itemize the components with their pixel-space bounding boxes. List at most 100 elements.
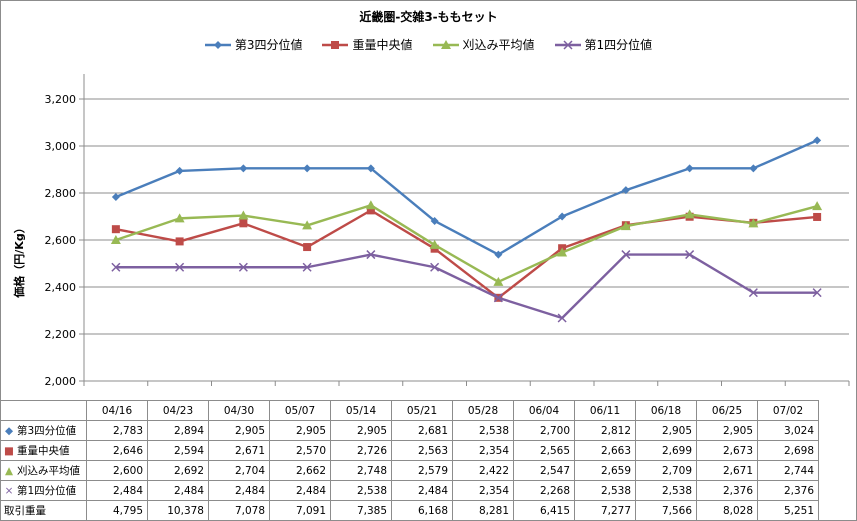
- series-line: [115, 139, 818, 256]
- data-point: [365, 200, 376, 210]
- data-label: 2,894: [147, 420, 209, 441]
- row-label: 取引重量: [0, 500, 87, 521]
- data-label: 2,812: [574, 420, 636, 441]
- legend-swatch: [432, 39, 459, 49]
- table-header-row: 04/16 04/23 04/30 05/07 05/14 05/21 05/28 06/04…: [0, 400, 819, 421]
- data-point: [812, 201, 823, 211]
- data-label: 2,663: [574, 440, 636, 461]
- data-label: 3,024: [757, 420, 819, 441]
- y-tick-label: 2,000: [45, 375, 77, 388]
- legend-item: 第1四分位値: [554, 36, 653, 53]
- y-tick-label: 2,600: [45, 234, 77, 247]
- row-header: ◆ 第3四分位値: [0, 420, 87, 441]
- data-point: [111, 225, 120, 234]
- data-point: [366, 206, 375, 215]
- x-tick-label: 06/11: [574, 400, 636, 421]
- data-label: 7,566: [635, 500, 697, 521]
- data-point: [685, 164, 694, 173]
- data-point: [685, 250, 695, 260]
- data-point: [621, 250, 631, 260]
- data-label: 2,905: [635, 420, 697, 441]
- data-label: 2,484: [147, 480, 209, 501]
- data-point: [302, 220, 313, 230]
- data-label: 2,376: [757, 480, 819, 501]
- data-label: 2,376: [696, 480, 758, 501]
- data-point: [557, 247, 568, 257]
- data-point: [494, 250, 503, 259]
- data-label: 2,671: [208, 440, 270, 461]
- line-chart: 2,000 2,200 2,400 2,600 2,800 3,000 3,200: [45, 74, 850, 388]
- data-label: 2,579: [391, 460, 453, 481]
- x-tick-label: 06/25: [696, 400, 758, 421]
- data-label: 2,354: [452, 440, 514, 461]
- x-tick-label: 05/14: [330, 400, 392, 421]
- data-label: 2,726: [330, 440, 392, 461]
- data-label: 2,563: [391, 440, 453, 461]
- data-label: 2,484: [86, 480, 148, 501]
- data-label: 2,905: [330, 420, 392, 441]
- data-label: 2,744: [757, 460, 819, 481]
- data-point: [366, 250, 376, 260]
- data-label: 2,646: [86, 440, 148, 461]
- data-label: 2,422: [452, 460, 514, 481]
- x-tick-label: 04/16: [86, 400, 148, 421]
- data-point: [813, 136, 822, 145]
- data-label: 2,354: [452, 480, 514, 501]
- x-tick-label: 05/21: [391, 400, 453, 421]
- data-label: 2,699: [635, 440, 697, 461]
- legend-label: 重量中央値: [352, 38, 413, 52]
- data-label: 6,415: [513, 500, 575, 521]
- data-point: [748, 288, 758, 298]
- row-header: ▲ 刈込み平均値: [0, 460, 87, 481]
- data-point: [813, 212, 822, 221]
- data-label: 5,251: [757, 500, 819, 521]
- data-label: 2,600: [86, 460, 148, 481]
- data-label: 2,484: [269, 480, 331, 501]
- data-label: 8,028: [696, 500, 758, 521]
- series-line: [115, 204, 818, 284]
- data-table: 04/16 04/23 04/30 05/07 05/14 05/21 05/28 06/04…: [0, 400, 819, 521]
- row-marker-icon: ▲: [4, 465, 14, 477]
- data-point: [239, 164, 248, 173]
- x-tick-label: 04/23: [147, 400, 209, 421]
- data-point: [239, 219, 248, 228]
- row-label: 重量中央値: [17, 445, 70, 457]
- legend-label: 第1四分位値: [584, 38, 653, 52]
- data-point: [812, 288, 822, 298]
- data-point: [620, 221, 631, 231]
- x-tick-label: 06/18: [635, 400, 697, 421]
- y-tick-label: 3,200: [45, 93, 77, 106]
- data-point: [111, 192, 120, 201]
- table-row: ▲ 刈込み平均値 2,600 2,692 2,704 2,662 2,748 2,579 2,4…: [0, 460, 819, 481]
- data-label: 2,538: [330, 480, 392, 501]
- y-tick-label: 3,000: [45, 140, 77, 153]
- legend-item: 第3四分位値: [204, 36, 303, 53]
- data-label: 2,905: [696, 420, 758, 441]
- legend-label: 第3四分位値: [234, 38, 303, 52]
- data-label: 2,484: [208, 480, 270, 501]
- data-point: [429, 239, 440, 249]
- row-marker-icon: ×: [4, 485, 14, 497]
- data-point: [748, 218, 759, 228]
- row-header: × 第1四分位値: [0, 480, 87, 501]
- data-point: [110, 235, 121, 244]
- data-point: [430, 262, 440, 272]
- y-tick-label: 2,400: [45, 281, 77, 294]
- legend-swatch: [322, 40, 349, 49]
- row-marker-icon: ■: [4, 445, 14, 457]
- data-point: [238, 210, 249, 220]
- chart-title: 近畿圏-交雑3-ももセット: [359, 10, 498, 24]
- x-tick-label: 04/30: [208, 400, 270, 421]
- data-label: 7,277: [574, 500, 636, 521]
- data-label: 2,905: [208, 420, 270, 441]
- data-label: 2,268: [513, 480, 575, 501]
- row-label: 第1四分位値: [17, 485, 77, 497]
- legend-swatch: [554, 39, 581, 50]
- data-label: 2,704: [208, 460, 270, 481]
- data-label: 2,662: [269, 460, 331, 481]
- data-label: 2,594: [147, 440, 209, 461]
- table-row: ■ 重量中央値 2,646 2,594 2,671 2,570 2,726 2,563 2,35…: [0, 440, 819, 461]
- data-label: 2,547: [513, 460, 575, 481]
- data-label: 2,783: [86, 420, 148, 441]
- legend-item: 刈込み平均値: [432, 36, 535, 53]
